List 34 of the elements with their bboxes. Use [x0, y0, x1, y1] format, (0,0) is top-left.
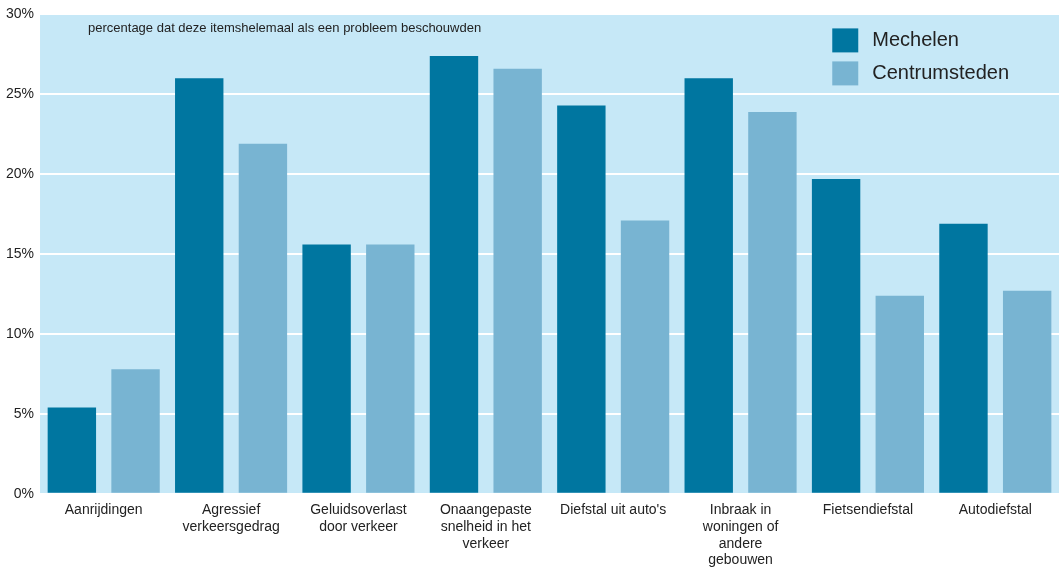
bar: [620, 220, 670, 493]
x-tick-label: Aanrijdingen: [64, 501, 143, 518]
bar: [1002, 290, 1052, 493]
bar: [493, 68, 542, 493]
bar: [875, 295, 924, 493]
y-tick-label: 10%: [5, 324, 35, 341]
x-tick-label: Fietsendiefstal: [822, 501, 914, 518]
bar: [366, 244, 415, 493]
y-tick-label: 5%: [13, 404, 35, 421]
legend-label: Mechelen: [872, 27, 959, 50]
y-tick-label: 15%: [5, 244, 35, 261]
bar: [111, 369, 160, 493]
x-tick-label: Diefstal uit auto's: [560, 501, 667, 518]
x-tick-label: Geluidsoverlast door verkeer: [310, 501, 407, 534]
bar: [939, 223, 988, 493]
y-tick-label: 20%: [5, 165, 35, 182]
y-tick-label: 25%: [5, 85, 35, 102]
x-tick-label: Autodiefstal: [958, 501, 1032, 518]
bar: [47, 407, 97, 493]
bar: [429, 55, 479, 493]
bar: [811, 178, 861, 493]
y-tick-label: 30%: [5, 5, 35, 22]
legend-label: Centrumsteden: [872, 60, 1010, 83]
annotation: percentage dat deze itemshelemaal als een probleem beschouwden: [88, 20, 482, 36]
bar: [238, 143, 288, 493]
x-tick-label: Onaangepaste snelheid in het verkeer: [439, 501, 532, 551]
bar: [684, 78, 733, 493]
bar: [175, 78, 224, 493]
x-tick-label: Agressief verkeersgedrag: [182, 501, 280, 534]
bar: [748, 111, 797, 493]
bar: [557, 105, 606, 493]
bar: [302, 244, 351, 493]
x-tick-label: Inbraak in woningen of andere gebouwen: [701, 501, 779, 568]
y-tick-label: 0%: [13, 484, 35, 501]
